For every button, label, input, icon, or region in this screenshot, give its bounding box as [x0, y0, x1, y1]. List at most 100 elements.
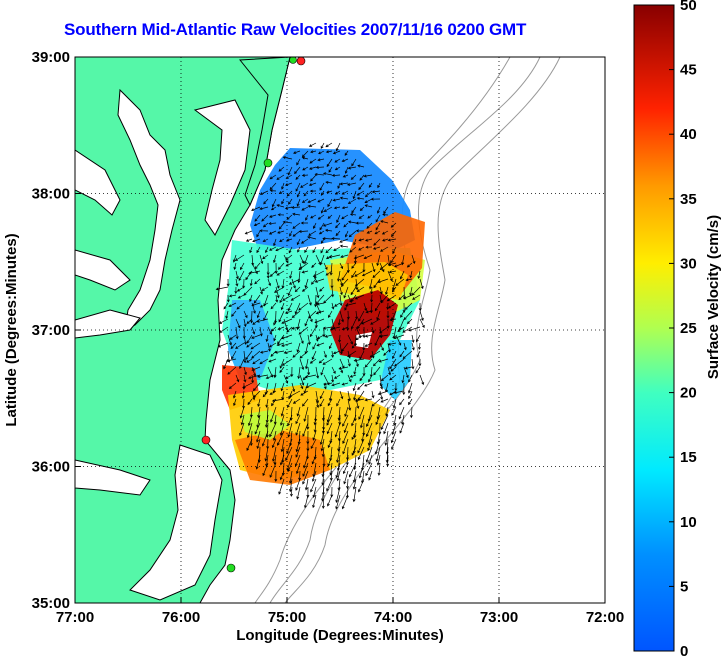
current-vector-arrow [311, 470, 317, 482]
current-vector-arrow [333, 206, 341, 210]
current-vector-arrow [341, 206, 349, 210]
current-vector-arrow [351, 446, 357, 456]
current-vector-arrow [305, 358, 309, 370]
current-vector-arrow [336, 214, 341, 223]
current-vector-arrow [350, 174, 357, 180]
current-vector-arrow [311, 262, 317, 268]
current-vector-arrow [379, 262, 389, 271]
current-vector-arrow [296, 406, 301, 417]
current-vector-arrow [325, 142, 333, 148]
current-vector-arrow [235, 326, 239, 340]
current-vector-arrow [343, 222, 349, 228]
current-vector-arrow [392, 398, 397, 409]
colorbar-tick-label: 20 [680, 385, 697, 402]
y-tick-label: 39:00 [32, 49, 70, 66]
current-vector-arrow [263, 198, 269, 205]
current-vector-arrow [295, 174, 301, 180]
current-vector-arrow [337, 182, 341, 190]
colorbar-tick-label: 15 [680, 449, 697, 466]
current-vector-arrow [307, 198, 317, 204]
current-vector-arrow [248, 270, 261, 275]
current-vector-arrow [278, 222, 285, 230]
current-vector-arrow [365, 422, 373, 438]
current-vector-arrow [389, 318, 397, 322]
current-vector-arrow [304, 254, 309, 265]
current-vector-arrow [322, 358, 333, 365]
current-vector-arrow [399, 350, 405, 358]
station-marker-green [289, 57, 297, 64]
current-vector-arrow [280, 406, 285, 417]
current-vector-arrow [374, 230, 381, 235]
current-vector-arrow [298, 230, 309, 234]
current-vector-arrow [328, 310, 333, 319]
x-tick-labels: 77:00 76:00 75:00 74:00 73:00 72:00 [56, 609, 624, 626]
current-vector-arrow [319, 222, 325, 231]
current-vector-arrow [335, 494, 341, 510]
current-vector-arrow [395, 334, 402, 346]
current-vector-arrow [299, 350, 309, 359]
current-vector-arrow [277, 326, 285, 330]
current-vector-arrow [279, 422, 285, 436]
current-vector-arrow [250, 310, 254, 324]
current-vector-arrow [305, 214, 309, 221]
current-vector-arrow [342, 462, 349, 475]
current-vector-arrow [366, 414, 373, 427]
current-vector-arrow [247, 398, 253, 406]
current-vector-arrow [364, 358, 373, 368]
current-vector-arrow [352, 190, 357, 200]
current-vector-arrow [322, 172, 333, 176]
current-vector-arrow [347, 374, 352, 383]
y-tick-label: 35:00 [32, 595, 70, 612]
current-vector-arrow [259, 286, 263, 295]
current-vector-arrow [383, 422, 389, 435]
current-vector-arrow [322, 222, 333, 227]
current-vector-arrow [268, 214, 277, 218]
current-vector-arrow [302, 422, 309, 437]
current-vector-arrow [310, 174, 317, 182]
current-vector-arrow [348, 230, 357, 238]
current-vector-arrow [401, 374, 405, 384]
current-vector-arrow [354, 398, 365, 402]
current-vector-arrow [387, 262, 397, 266]
current-vector-arrow [243, 374, 247, 383]
current-vector-arrow [358, 462, 365, 479]
tick-marks [75, 193, 500, 603]
current-vector-arrow [294, 454, 301, 467]
current-vector-arrow [316, 342, 325, 347]
current-vector-arrow [359, 174, 365, 181]
current-vector-arrow [251, 302, 261, 307]
current-vector-arrow [310, 438, 317, 450]
station-marker-red [201, 435, 211, 445]
current-vector-arrow [409, 406, 413, 419]
current-vector-arrow [339, 294, 343, 307]
current-vector-arrow [280, 382, 285, 392]
current-vector-arrow [279, 238, 285, 242]
current-vector-arrow [397, 326, 405, 332]
current-vector-arrow [254, 214, 261, 222]
current-vector-arrow [365, 462, 373, 477]
current-vector-arrow [344, 406, 349, 417]
current-vector-arrow [289, 230, 293, 237]
current-vector-arrow [404, 366, 413, 370]
current-vector-arrow [283, 350, 293, 354]
current-vector-arrow [417, 342, 421, 351]
current-vector-arrow [407, 382, 413, 394]
current-vector-arrow [299, 254, 305, 264]
current-vector-arrow [371, 262, 376, 273]
current-vector-arrow [341, 342, 349, 352]
current-vector-arrow [291, 382, 296, 393]
current-vector-arrow [376, 310, 381, 321]
current-vector-arrow [355, 229, 365, 233]
current-vector-arrow [355, 326, 362, 339]
current-vector-arrow [367, 430, 373, 446]
current-vector-arrow [368, 470, 373, 481]
current-vector-arrow [335, 142, 341, 152]
current-vector-arrow [356, 196, 365, 200]
current-vector-arrow [253, 222, 261, 227]
current-vector-arrow [319, 286, 325, 292]
current-vector-arrow [368, 278, 373, 290]
current-vector-arrow [323, 262, 328, 271]
current-vector-arrow [326, 494, 333, 507]
current-vector-arrow [265, 374, 277, 379]
current-vector-arrow [295, 422, 301, 436]
